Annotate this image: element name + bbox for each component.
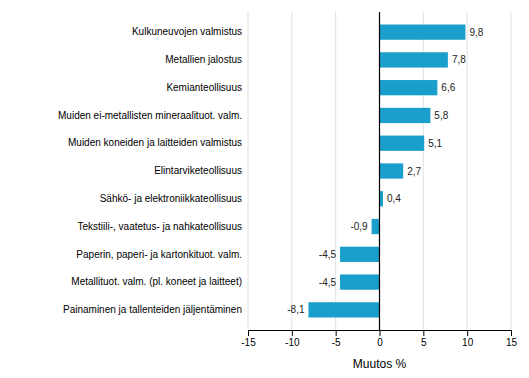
chart: -15 -10 -5 0 5 10 15 Painaminen ja tallenteiden… bbox=[0, 0, 529, 378]
x-tick-mark bbox=[248, 330, 249, 336]
data-label: -4,5 bbox=[319, 277, 337, 288]
x-tick: -5 bbox=[332, 330, 341, 348]
bar bbox=[372, 219, 380, 234]
bar bbox=[380, 136, 425, 151]
y-tick: Muiden koneiden ja laitteiden valmistus bbox=[68, 137, 248, 148]
x-tick-mark bbox=[511, 330, 512, 336]
data-label: 5,1 bbox=[428, 138, 442, 149]
grid bbox=[248, 12, 511, 330]
x-tick-label: 10 bbox=[462, 337, 474, 348]
y-axis: Painaminen ja tallenteiden jäljentäminen… bbox=[58, 26, 248, 315]
y-tick-label: Paperin, paperi- ja kartonkituot. valm. bbox=[76, 249, 242, 260]
bar bbox=[308, 302, 379, 317]
x-tick: -10 bbox=[285, 330, 300, 348]
x-tick: 15 bbox=[506, 330, 518, 348]
y-tick-label: Muiden ei-metallisten mineraalituot. val… bbox=[58, 110, 242, 121]
bar bbox=[380, 24, 466, 39]
y-tick: Metallien jalostus bbox=[165, 54, 248, 65]
data-label: -0,9 bbox=[350, 221, 368, 232]
grid-line bbox=[379, 12, 380, 330]
bar bbox=[380, 80, 438, 95]
x-tick: 5 bbox=[421, 330, 427, 348]
y-tick-label: Kemianteollisuus bbox=[166, 82, 242, 93]
data-label: 6,6 bbox=[441, 82, 455, 93]
x-tick-label: -10 bbox=[285, 337, 300, 348]
x-tick: 0 bbox=[377, 330, 383, 348]
x-tick: 10 bbox=[462, 330, 474, 348]
y-tick: Paperin, paperi- ja kartonkituot. valm. bbox=[76, 249, 248, 260]
data-label: 5,8 bbox=[434, 110, 448, 121]
data-label: 2,7 bbox=[407, 166, 421, 177]
y-tick: Elintarviketeollisuus bbox=[154, 165, 248, 176]
bar bbox=[380, 108, 431, 123]
y-tick: Metallituot. valm. (pl. koneet ja laitte… bbox=[71, 276, 248, 287]
grid-line bbox=[248, 12, 249, 330]
grid-line bbox=[467, 12, 468, 330]
y-tick-label: Tekstiili-, vaatetus- ja nahkateollisuus bbox=[77, 221, 242, 232]
x-axis-line bbox=[249, 331, 512, 337]
y-tick: Muiden ei-metallisten mineraalituot. val… bbox=[58, 110, 248, 121]
data-label: 7,8 bbox=[452, 54, 466, 65]
x-tick-label: 5 bbox=[421, 337, 427, 348]
y-tick: Kulkuneuvojen valmistus bbox=[132, 26, 248, 37]
x-axis: -15 -10 -5 0 5 10 15 bbox=[241, 330, 517, 348]
plot: -15 -10 -5 0 5 10 15 Painaminen ja tallenteiden… bbox=[58, 12, 517, 348]
x-tick-label: -15 bbox=[241, 337, 256, 348]
bars bbox=[308, 24, 465, 317]
x-tick-label: -5 bbox=[332, 337, 341, 348]
y-tick-label: Metallien jalostus bbox=[165, 54, 242, 65]
bar bbox=[340, 247, 379, 262]
x-tick-label: 0 bbox=[377, 337, 383, 348]
x-tick-mark bbox=[380, 330, 381, 336]
data-label: -4,5 bbox=[319, 249, 337, 260]
x-tick-mark bbox=[423, 330, 424, 336]
bar bbox=[340, 274, 379, 289]
y-tick: Tekstiili-, vaatetus- ja nahkateollisuus bbox=[77, 221, 248, 232]
x-tick-mark bbox=[336, 330, 337, 336]
x-tick-mark bbox=[467, 330, 468, 336]
y-tick-label: Elintarviketeollisuus bbox=[154, 165, 242, 176]
x-tick-mark bbox=[292, 330, 293, 336]
x-axis-title: Muutos % bbox=[353, 357, 407, 371]
grid-line bbox=[511, 12, 512, 330]
y-tick-label: Kulkuneuvojen valmistus bbox=[132, 26, 242, 37]
bar bbox=[380, 163, 404, 178]
y-tick: Kemianteollisuus bbox=[166, 82, 248, 93]
x-tick-label: 15 bbox=[506, 337, 518, 348]
data-label: 0,4 bbox=[387, 193, 401, 204]
data-labels: -8,1 -4,5 -4,5 -0,9 0,4 2,7 5,1 5,8 6,6 7,8 9,8 bbox=[287, 27, 483, 316]
data-label: -8,1 bbox=[287, 304, 305, 315]
x-tick: -15 bbox=[241, 330, 256, 348]
data-label: 9,8 bbox=[469, 27, 483, 38]
y-tick: Painaminen ja tallenteiden jäljentäminen bbox=[63, 304, 248, 315]
y-tick-label: Muiden koneiden ja laitteiden valmistus bbox=[68, 137, 242, 148]
y-tick-label: Painaminen ja tallenteiden jäljentäminen bbox=[63, 304, 242, 315]
grid-line bbox=[291, 12, 292, 330]
zero-line bbox=[379, 12, 380, 330]
y-tick: Sähkö- ja elektroniikkateollisuus bbox=[100, 193, 248, 204]
y-tick-label: Sähkö- ja elektroniikkateollisuus bbox=[100, 193, 242, 204]
bar bbox=[380, 52, 448, 67]
y-tick-label: Metallituot. valm. (pl. koneet ja laitte… bbox=[71, 276, 242, 287]
